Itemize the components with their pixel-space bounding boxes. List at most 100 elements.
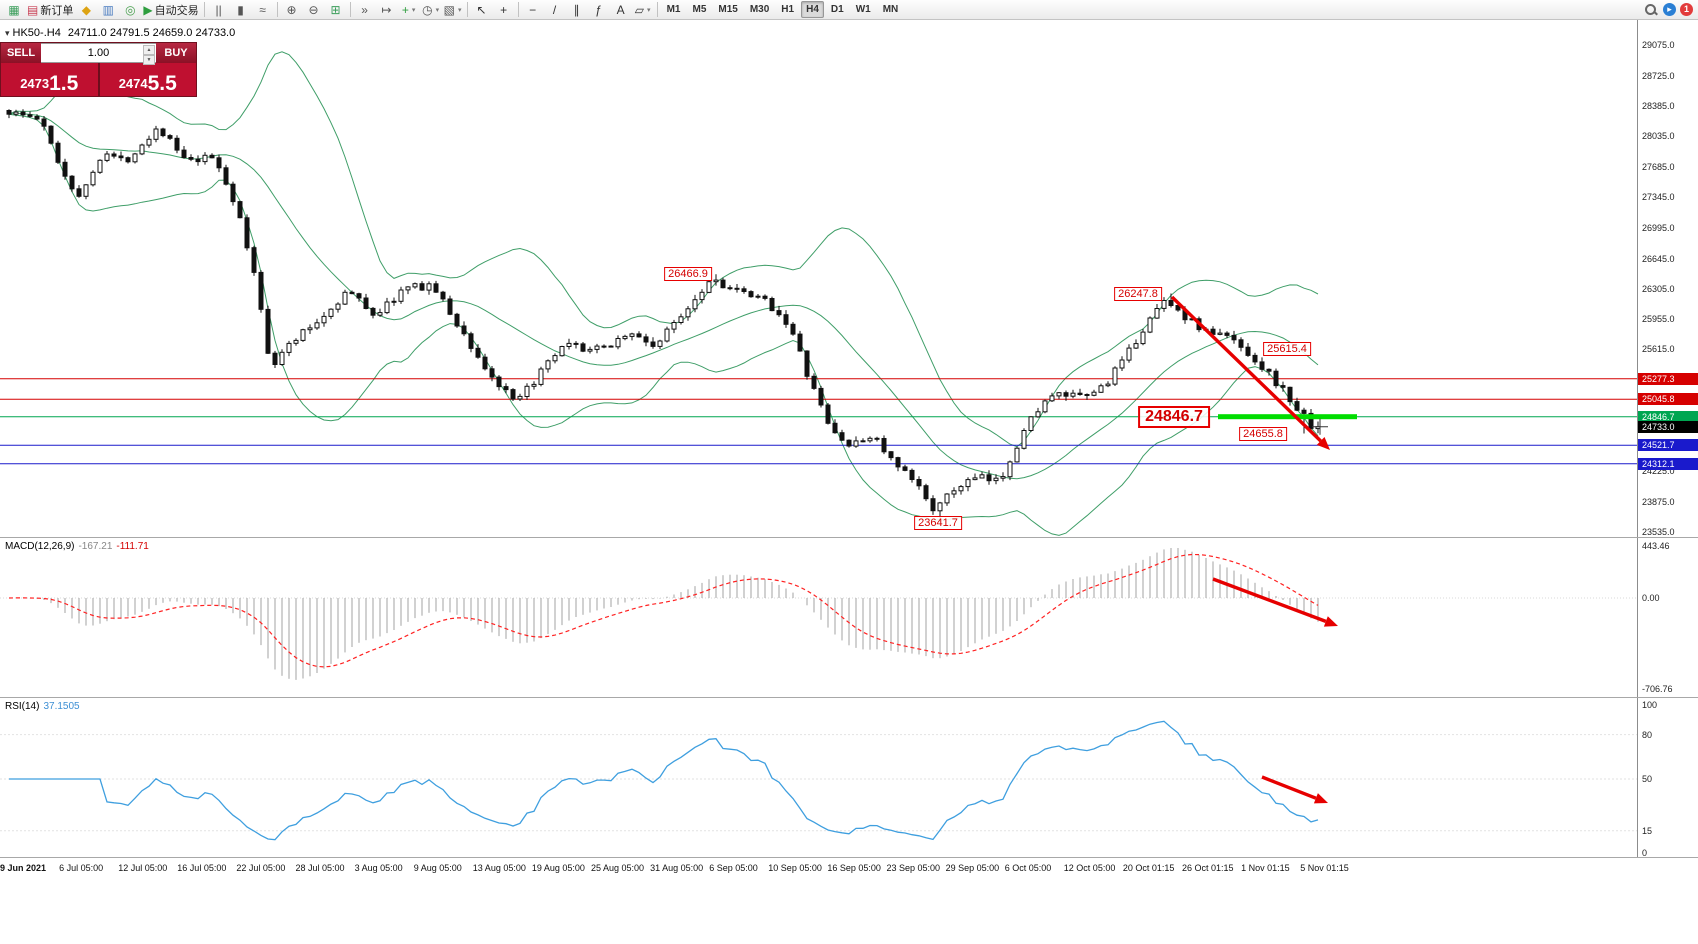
periods-button[interactable]: ◷ ▾ (420, 1, 442, 19)
rsi-axis-label: 80 (1642, 730, 1653, 740)
buy-price[interactable]: 2474 5.5 (99, 63, 196, 96)
sell-price[interactable]: 2473 1.5 (1, 63, 98, 96)
channel-button[interactable]: ∥ (566, 1, 588, 19)
price-axis-label: 23535.0 (1642, 527, 1675, 537)
zoom-out-button[interactable]: ⊖ (303, 1, 325, 19)
price-axis-label: 26645.0 (1642, 253, 1675, 264)
support-zone-bar[interactable] (1218, 414, 1357, 420)
chart-shift-button[interactable]: ↦ (376, 1, 398, 19)
volume-down-button[interactable]: ▼ (143, 55, 155, 65)
autotrading-button[interactable]: ▶ 自动交易 (141, 1, 200, 19)
periods-icon: ◷ (422, 2, 433, 17)
crosshair-button[interactable]: + (493, 1, 515, 19)
price-callout[interactable]: 24655.8 (1239, 426, 1287, 441)
time-axis-label: 19 Aug 05:00 (531, 863, 585, 873)
candlestick-chart-canvas[interactable] (0, 20, 1698, 537)
fibonacci-button[interactable]: ƒ (588, 1, 610, 19)
volume-input[interactable]: 1.00 ▲ ▼ (41, 43, 156, 65)
candlestick-chart-button[interactable]: ▮ (230, 1, 252, 19)
rsi-panel[interactable]: RSI(14) 37.1505 100 80 50 15 0 (0, 697, 1698, 857)
zoom-out-icon: ⊖ (308, 2, 319, 17)
indicators-icon: + (401, 2, 409, 17)
zoom-in-button[interactable]: ⊕ (281, 1, 303, 19)
macd-chart-canvas[interactable] (0, 538, 1698, 697)
bollinger-band-line (8, 112, 1319, 480)
time-axis-label: 9 Jun 2021 (0, 863, 47, 873)
shapes-button[interactable]: ▱ ▾ (632, 1, 654, 19)
price-callout[interactable]: 26247.8 (1114, 286, 1162, 301)
price-callout[interactable]: 26466.9 (664, 267, 712, 282)
timeframe-w1-button[interactable]: W1 (855, 4, 871, 15)
price-callout[interactable]: 24846.7 (1138, 405, 1210, 428)
metaeditor-button[interactable]: ◆ (75, 1, 97, 19)
toolbar-separator (656, 2, 658, 17)
toolbar-separator (517, 2, 519, 17)
volume-up-button[interactable]: ▲ (143, 45, 155, 55)
horizontal-line-button[interactable]: − (522, 1, 544, 19)
time-axis-label: 16 Jul 05:00 (177, 863, 227, 873)
time-axis-label: 12 Jul 05:00 (118, 863, 168, 873)
trend-arrow[interactable] (1170, 295, 1322, 443)
notifications-badge[interactable]: 1 (1680, 3, 1693, 16)
oneclick-collapse-icon[interactable]: ▾ (5, 28, 10, 38)
text-button[interactable]: A (610, 1, 632, 19)
bar-chart-button[interactable]: || (208, 1, 230, 19)
price-axis-label: 29075.0 (1642, 40, 1675, 50)
candlestick-chart-icon: ▮ (237, 2, 244, 17)
price-axis-label: 28725.0 (1642, 70, 1675, 81)
chevron-down-icon: ▾ (646, 6, 651, 14)
one-click-trading-panel: SELL 1.00 ▲ ▼ BUY 2473 1.5 2474 5.5 (0, 42, 197, 97)
shapes-icon: ▱ (634, 2, 644, 17)
price-axis-label: 25615.0 (1642, 344, 1675, 355)
time-axis[interactable]: 9 Jun 2021 6 Jul 05:00 12 Jul 05:00 16 Jul … (0, 857, 1698, 880)
rsi-axis-label: 50 (1642, 774, 1653, 784)
data-window-button[interactable]: ◎ (119, 1, 141, 19)
timeframe-m15-button[interactable]: M15 (718, 4, 738, 15)
time-axis-label: 9 Aug 05:00 (413, 863, 462, 873)
trend-arrow[interactable] (1212, 577, 1327, 623)
search-button[interactable] (1639, 1, 1661, 19)
indicators-button[interactable]: + ▾ (398, 1, 420, 19)
price-axis[interactable]: 29075.0 28725.0 28385.0 28035.0 27685.0 27345… (1637, 20, 1698, 537)
buy-button[interactable]: BUY (156, 43, 196, 63)
trend-arrow-head (1316, 437, 1330, 450)
rsi-axis[interactable]: 100 80 50 15 0 (1637, 698, 1698, 857)
macd-axis[interactable]: 443.46 0.00 -706.76 (1637, 538, 1698, 697)
community-button[interactable]: ▸ (1663, 3, 1676, 16)
macd-main-value: -167.21 (78, 541, 113, 552)
rsi-axis-label: 100 (1642, 700, 1658, 710)
timeframe-m5-button[interactable]: M5 (692, 4, 707, 15)
timeframe-m1-button[interactable]: M1 (666, 4, 681, 15)
new-order-button[interactable]: ▤ 新订单 (25, 1, 75, 19)
market-watch-button[interactable]: ▥ (97, 1, 119, 19)
time-axis-label: 13 Aug 05:00 (472, 863, 526, 873)
toolbar-separator (276, 2, 278, 17)
trend-arrow-head (1313, 793, 1328, 804)
time-axis-label: 10 Sep 05:00 (768, 863, 822, 873)
trendline-button[interactable]: / (544, 1, 566, 19)
timeframe-h4-button[interactable]: H4 (801, 1, 824, 18)
new-chart-button[interactable]: ▦ (3, 1, 25, 19)
timeframe-h1-button[interactable]: H1 (781, 4, 795, 15)
sell-button[interactable]: SELL (1, 43, 41, 63)
time-axis-label: 5 Nov 01:15 (1300, 863, 1349, 873)
macd-name: MACD(12,26,9) (5, 541, 75, 552)
price-callout[interactable]: 25615.4 (1263, 342, 1311, 357)
line-chart-button[interactable]: ≈ (252, 1, 274, 19)
templates-button[interactable]: ▧ ▾ (442, 1, 464, 19)
timeframe-mn-button[interactable]: MN (882, 4, 899, 15)
macd-panel[interactable]: MACD(12,26,9) -167.21 -111.71 443.46 0.00 -7… (0, 537, 1698, 697)
tile-windows-button[interactable]: ⊞ (325, 1, 347, 19)
macd-axis-label: 443.46 (1642, 541, 1670, 551)
auto-scroll-button[interactable]: » (354, 1, 376, 19)
timeframe-d1-button[interactable]: D1 (830, 4, 844, 15)
cursor-button[interactable]: ↖ (471, 1, 493, 19)
fibonacci-icon: ƒ (595, 2, 602, 17)
level-price-tag: 24312.1 (1638, 457, 1698, 470)
rsi-chart-canvas[interactable] (0, 698, 1698, 857)
trendline-icon: / (552, 2, 557, 17)
timeframe-m30-button[interactable]: M30 (749, 4, 770, 15)
price-chart-panel[interactable]: 26466.9 26247.8 25615.4 24846.7 24655.8 23641… (0, 20, 1698, 537)
trend-arrow[interactable] (1261, 775, 1317, 800)
price-callout[interactable]: 23641.7 (914, 515, 962, 530)
